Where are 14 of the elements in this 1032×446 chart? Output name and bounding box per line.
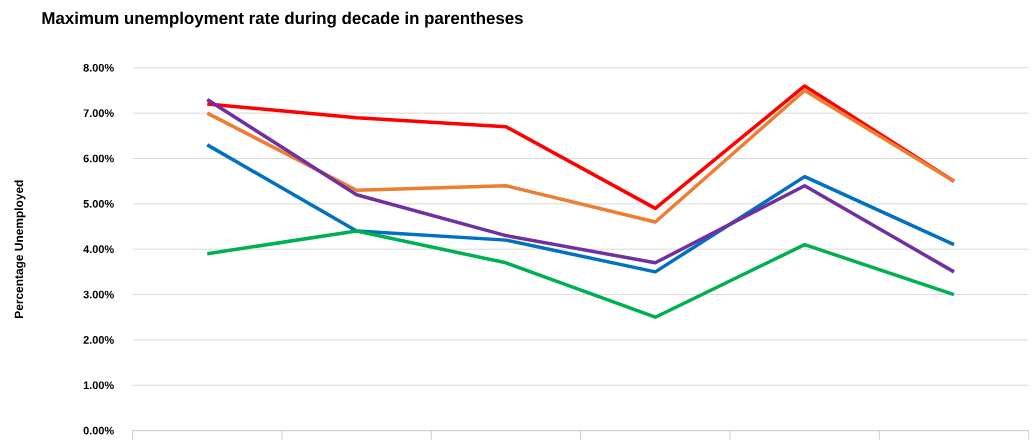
line-series (205, 229, 956, 319)
y-tick-label: 0.00% (83, 426, 114, 435)
y-axis-title: Percentage Unemployed (14, 180, 26, 318)
chart-title: Maximum unemployment rate during decade in parentheses (42, 11, 523, 28)
y-tick-label: 1.00% (83, 381, 114, 389)
y-tick-label: 4.00% (83, 245, 114, 253)
y-tick-label: 6.00% (83, 154, 114, 163)
line-series (205, 97, 956, 274)
line-series (205, 142, 956, 274)
y-tick-label: 7.00% (83, 109, 114, 117)
y-tick-label: 8.00% (83, 63, 114, 72)
y-tick-label: 3.00% (83, 290, 114, 299)
y-tick-label: 5.00% (83, 199, 114, 208)
y-tick-label: 2.00% (83, 335, 114, 344)
